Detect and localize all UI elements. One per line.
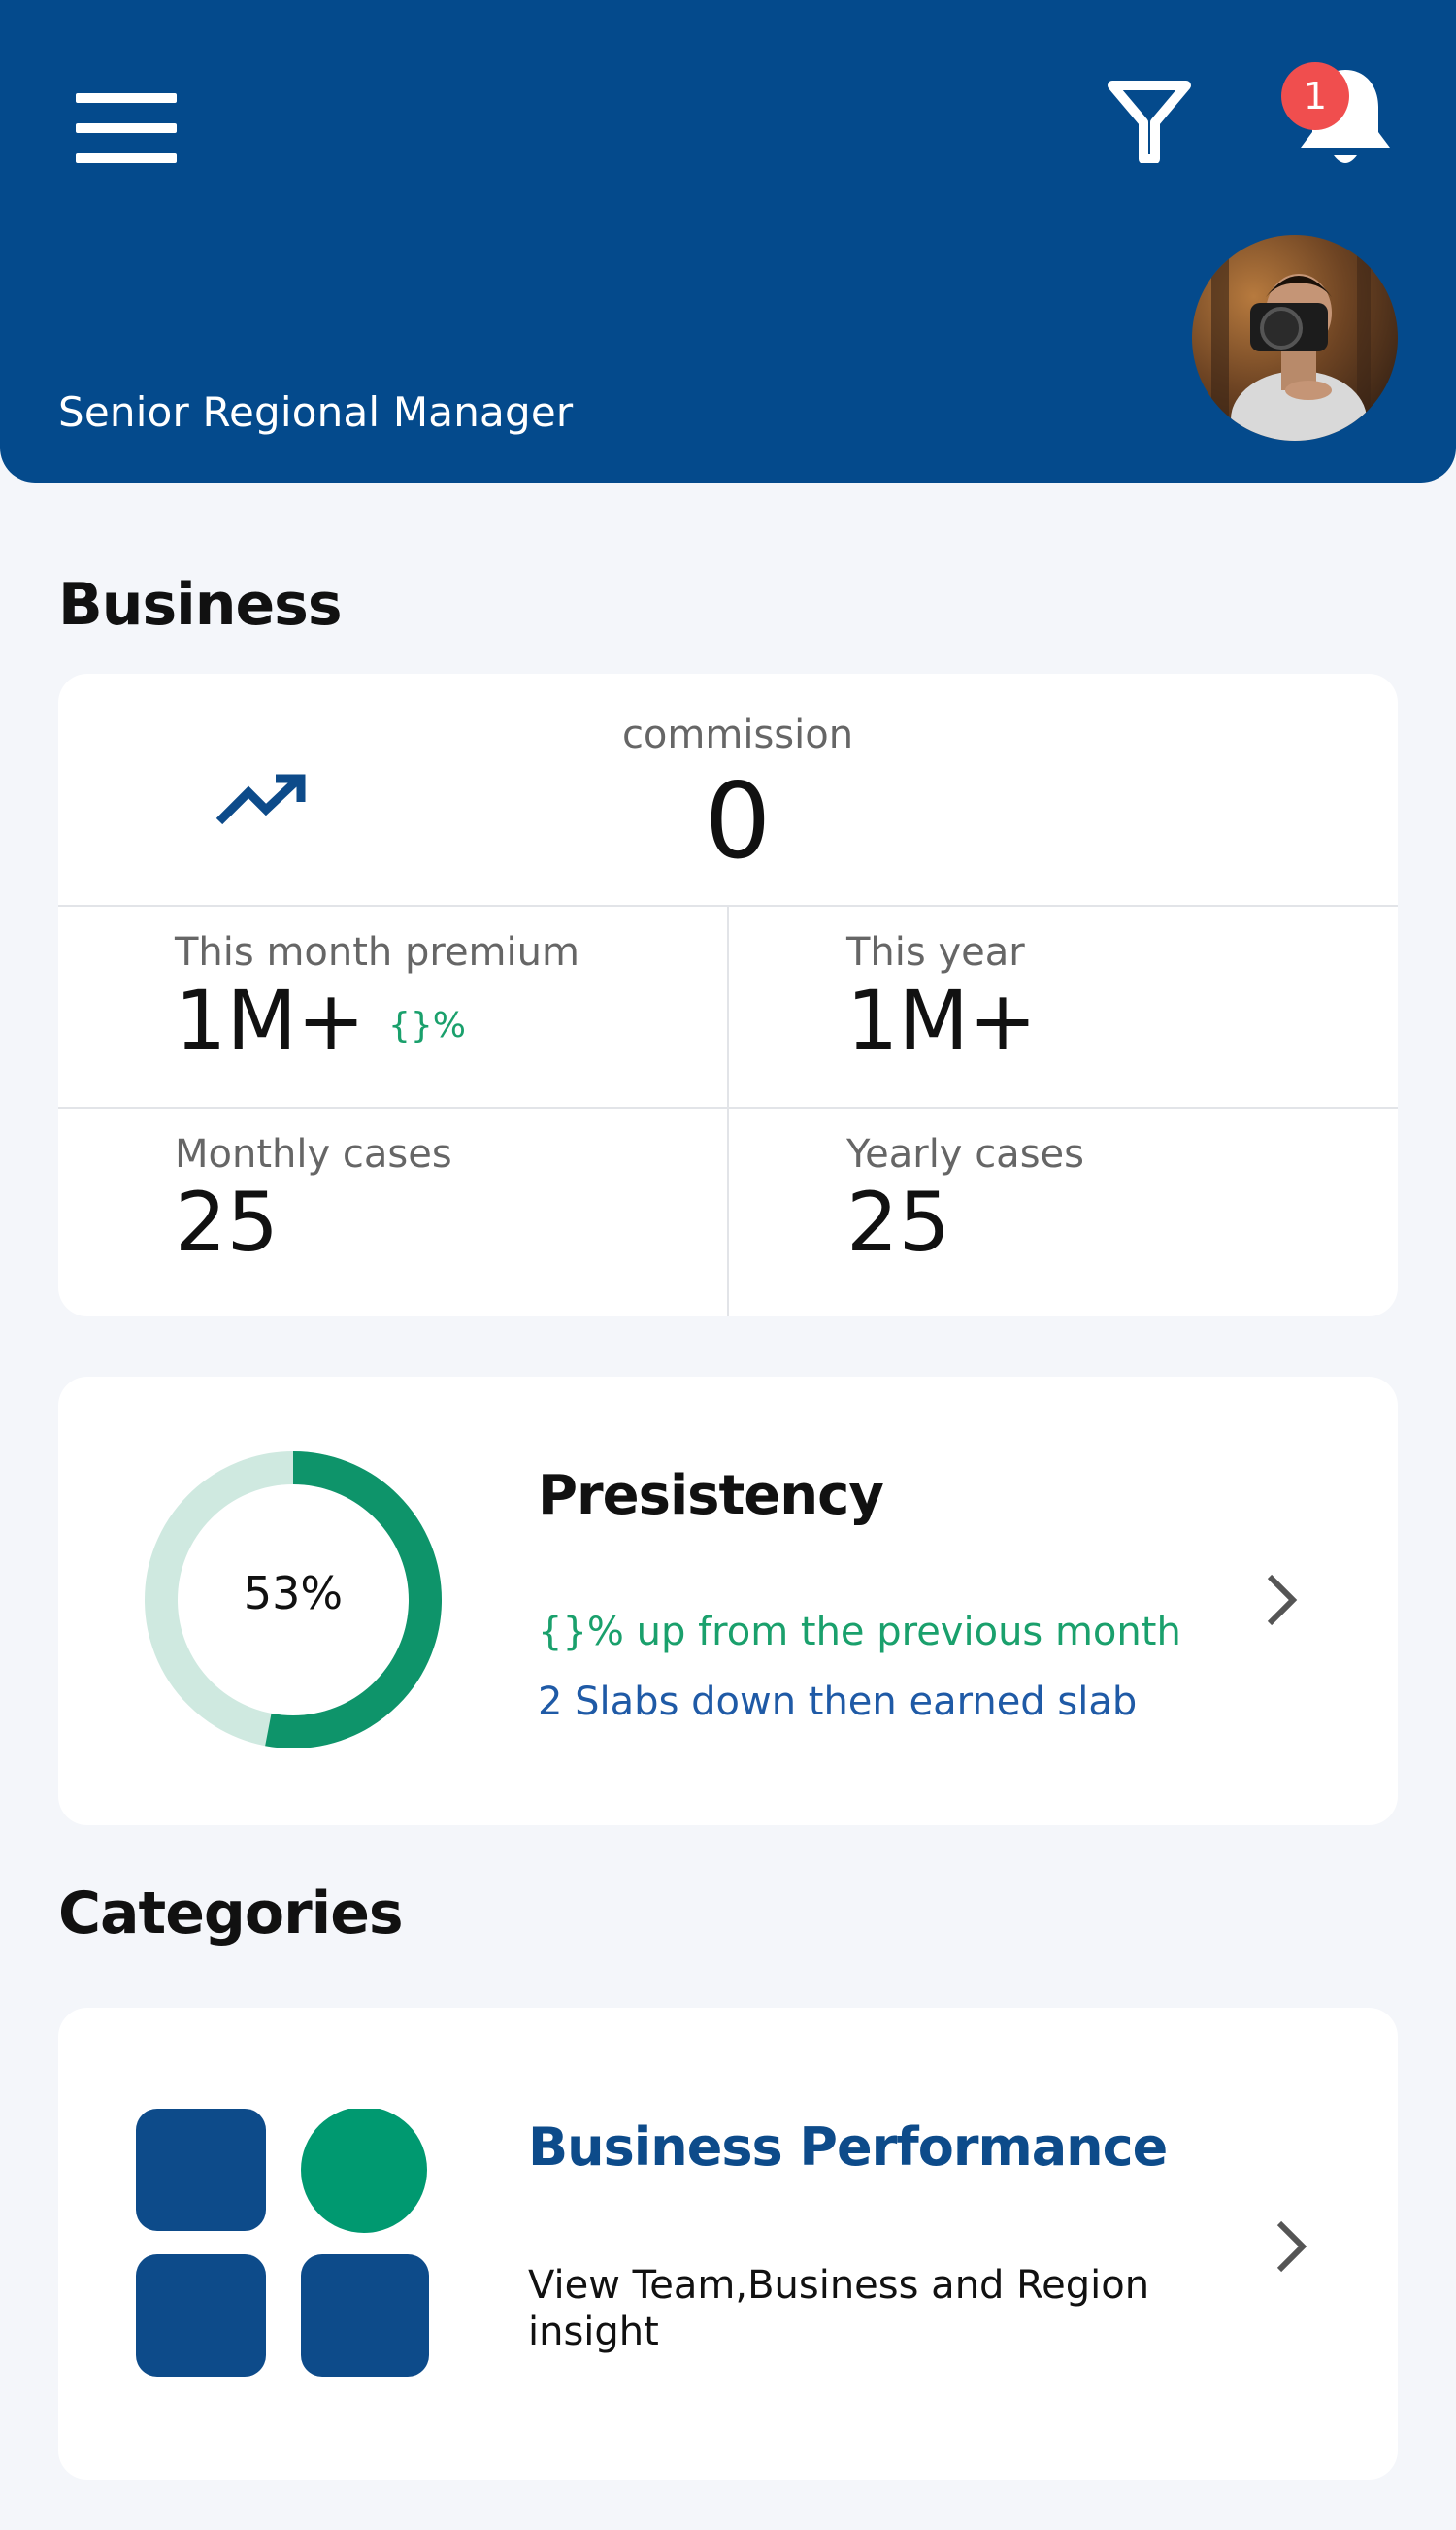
categories-section-title: Categories (58, 1880, 404, 1947)
notification-badge: 1 (1281, 62, 1349, 130)
month-premium-value: 1M+ (175, 973, 366, 1068)
persistency-title: Presistency (538, 1464, 884, 1527)
monthly-cases-value: 25 (175, 1175, 279, 1270)
category-item-business-performance[interactable]: Business Performance View Team,Business … (58, 2008, 1398, 2480)
year-premium-label: This year (846, 930, 1025, 975)
persistency-percent: 53% (243, 1567, 344, 1619)
app-header: 1 Senior Regional Manager (0, 0, 1456, 483)
chevron-right-icon[interactable] (1272, 2217, 1310, 2276)
persistency-donut (145, 1451, 442, 1748)
month-premium-label: This month premium (175, 930, 579, 975)
grid-dashboard-icon (136, 2109, 429, 2377)
menu-icon[interactable] (76, 93, 177, 163)
donut-progress (145, 1451, 442, 1748)
category-title: Business Performance (528, 2116, 1168, 2178)
divider (727, 905, 729, 1316)
chevron-right-icon[interactable] (1262, 1571, 1301, 1629)
persistency-up-text: {}% up from the previous month (538, 1610, 1181, 1654)
year-premium-value: 1M+ (846, 973, 1038, 1068)
role-title: Senior Regional Manager (58, 388, 574, 436)
filter-icon[interactable] (1107, 78, 1192, 163)
commission-label: commission (621, 713, 854, 757)
month-premium-delta: {}% (388, 1006, 467, 1046)
user-avatar[interactable] (1192, 235, 1398, 441)
persistency-card[interactable]: 53% Presistency {}% up from the previous… (58, 1377, 1398, 1825)
business-summary-card: commission 0 This month premium 1M+ {}% … (58, 674, 1398, 1316)
category-description: View Team,Business and Region insight (528, 2263, 1150, 2354)
trending-up-icon (215, 774, 306, 825)
persistency-slab-text: 2 Slabs down then earned slab (538, 1680, 1138, 1724)
business-section-title: Business (58, 571, 343, 639)
yearly-cases-value: 25 (846, 1175, 950, 1270)
yearly-cases-label: Yearly cases (846, 1132, 1084, 1177)
monthly-cases-label: Monthly cases (175, 1132, 452, 1177)
commission-value: 0 (704, 761, 772, 882)
